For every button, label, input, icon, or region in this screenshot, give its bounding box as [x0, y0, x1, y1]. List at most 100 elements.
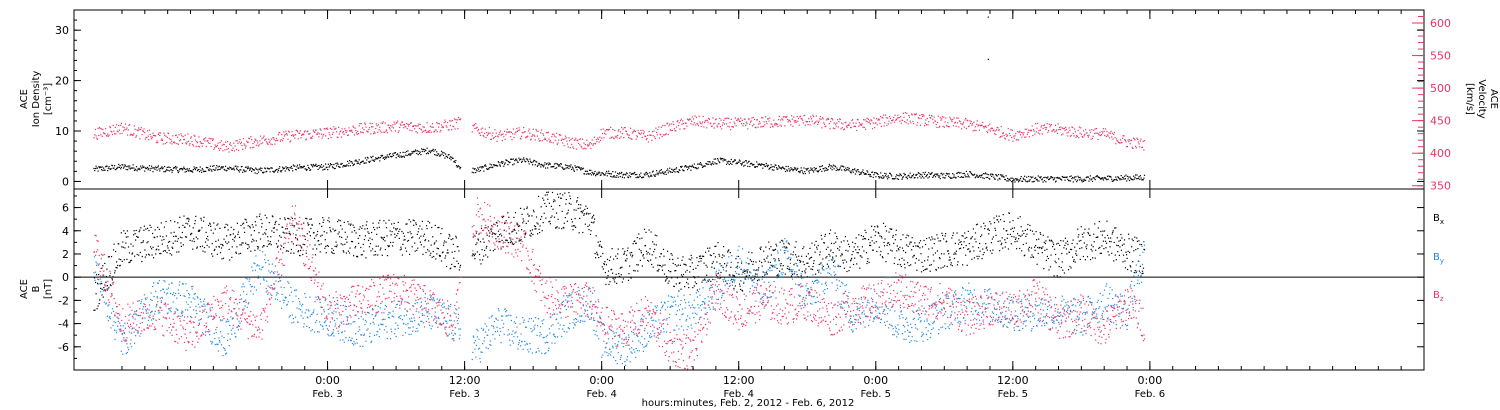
- data-point: [734, 117, 736, 119]
- data-point: [805, 168, 807, 170]
- data-point: [1126, 175, 1128, 177]
- data-point: [287, 167, 289, 169]
- data-point: [290, 165, 292, 168]
- data-point: [1054, 260, 1056, 262]
- data-point: [522, 132, 524, 134]
- data-point: [815, 273, 817, 275]
- data-point: [584, 173, 586, 175]
- data-point: [771, 264, 773, 267]
- data-point: [473, 253, 475, 255]
- data-point: [1135, 147, 1137, 149]
- data-point: [220, 140, 223, 142]
- data-point: [911, 175, 913, 177]
- data-point: [127, 246, 130, 248]
- data-point: [417, 125, 419, 127]
- data-point: [396, 228, 398, 230]
- data-point: [196, 141, 198, 143]
- data-point: [454, 250, 456, 253]
- data-point: [884, 172, 886, 174]
- data-point: [910, 264, 912, 266]
- data-point: [773, 169, 775, 171]
- data-point: [1029, 130, 1031, 132]
- data-point: [388, 245, 391, 247]
- data-point: [240, 143, 242, 145]
- data-point: [120, 122, 122, 124]
- data-point: [489, 232, 491, 234]
- data-point: [658, 137, 660, 139]
- data-point: [891, 120, 893, 122]
- data-point: [502, 161, 504, 163]
- data-point: [371, 231, 373, 234]
- data-point: [697, 276, 699, 278]
- data-point: [821, 165, 824, 167]
- data-point: [677, 120, 679, 122]
- data-point: [475, 243, 477, 246]
- data-point: [136, 235, 138, 238]
- data-point: [218, 165, 220, 167]
- data-point: [577, 140, 579, 142]
- data-point: [1118, 142, 1120, 144]
- data-point: [1100, 177, 1102, 179]
- data-point: [754, 126, 756, 128]
- data-point: [1078, 177, 1080, 179]
- data-point: [304, 168, 306, 170]
- data-point: [1108, 132, 1110, 134]
- data-point: [1046, 248, 1048, 250]
- data-point: [993, 217, 995, 219]
- data-point: [1057, 276, 1059, 278]
- data-point: [205, 231, 207, 233]
- data-point: [887, 117, 889, 119]
- data-point: [684, 286, 686, 288]
- data-point: [183, 168, 186, 170]
- data-point: [804, 114, 806, 116]
- data-point: [1143, 149, 1145, 151]
- data-point: [243, 222, 245, 224]
- data-point: [619, 131, 621, 133]
- data-point: [505, 159, 507, 161]
- data-point: [768, 248, 770, 250]
- data-point: [423, 148, 425, 150]
- data-point: [633, 172, 635, 174]
- data-point: [686, 281, 688, 284]
- data-point: [624, 259, 627, 261]
- data-point: [956, 172, 959, 174]
- data-point: [689, 165, 691, 167]
- data-point: [277, 139, 279, 141]
- data-point: [1105, 247, 1107, 249]
- data-point: [754, 166, 756, 168]
- data-point: [423, 130, 425, 132]
- data-point: [878, 246, 880, 248]
- data-point: [875, 176, 877, 178]
- data-point: [221, 167, 223, 169]
- data-point: [393, 222, 395, 224]
- data-point: [709, 161, 711, 163]
- data-point: [852, 119, 854, 121]
- data-point: [971, 174, 974, 176]
- data-point: [592, 216, 594, 218]
- data-point: [396, 122, 398, 124]
- data-point: [992, 249, 994, 251]
- data-point: [816, 246, 818, 248]
- data-point: [259, 168, 261, 171]
- data-point: [673, 285, 675, 288]
- data-point: [527, 159, 529, 161]
- data-point: [643, 133, 645, 135]
- data-point: [707, 280, 709, 282]
- data-point: [543, 199, 545, 201]
- data-point: [509, 161, 511, 163]
- data-point: [703, 126, 705, 128]
- data-point: [219, 252, 222, 254]
- data-point: [303, 222, 305, 224]
- data-point: [614, 281, 616, 283]
- data-point: [861, 123, 863, 125]
- data-point: [695, 124, 697, 126]
- data-point: [103, 289, 105, 291]
- data-point: [791, 115, 793, 117]
- data-point: [258, 215, 261, 217]
- data-point: [839, 246, 841, 248]
- data-point: [94, 167, 96, 170]
- data-point: [1006, 177, 1009, 180]
- data-point: [345, 252, 347, 254]
- data-point: [353, 226, 355, 228]
- data-point: [371, 157, 373, 159]
